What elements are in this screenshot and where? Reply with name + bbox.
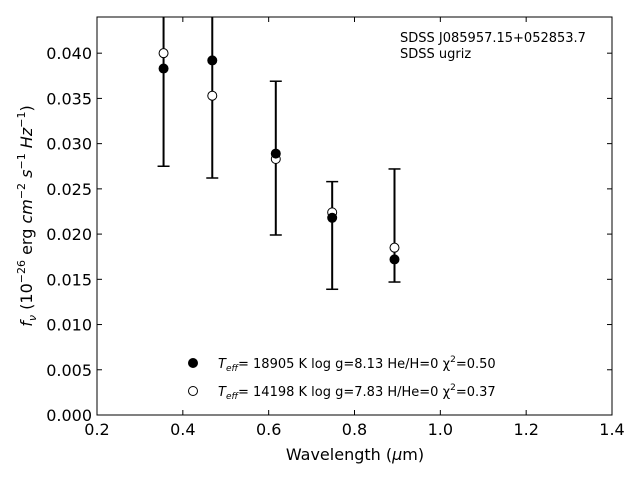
data-point-filled — [207, 55, 218, 66]
data-point-filled — [270, 148, 281, 159]
y-tick-label: 0.025 — [46, 180, 92, 199]
y-tick-label: 0.030 — [46, 135, 92, 154]
x-tick-label: 1.0 — [428, 420, 453, 439]
data-point-open — [389, 242, 400, 253]
data-point-filled — [389, 254, 400, 265]
legend-label-series-2: Teff= 14198 K log g=7.83 H/He=0 χ2=0.37 — [218, 383, 496, 402]
markers-layer — [158, 48, 400, 265]
ticks-layer: 0.2 0.4 0.6 0.8 1.0 1.2 1.4 0.000 0.005 0.010 0.01… — [46, 17, 625, 439]
y-tick-label: 0.020 — [46, 225, 92, 244]
x-tick-label: 1.2 — [513, 420, 538, 439]
data-point-filled — [158, 63, 169, 74]
annotation-object-name: SDSS J085957.15+052853.7 — [400, 31, 586, 46]
x-tick-label: 0.8 — [342, 420, 367, 439]
y-tick-label: 0.005 — [46, 361, 92, 380]
legend-marker-filled — [188, 358, 198, 368]
data-point-open — [207, 90, 218, 101]
x-tick-label: 0.6 — [256, 420, 281, 439]
x-tick-label: 1.4 — [599, 420, 624, 439]
x-axis-label: Wavelength (μm) — [286, 445, 424, 464]
legend: Teff= 18905 K log g=8.13 He/H=0 χ2=0.50 … — [188, 355, 496, 402]
data-point-filled — [327, 212, 338, 223]
legend-label-series-1: Teff= 18905 K log g=8.13 He/H=0 χ2=0.50 — [218, 355, 496, 374]
y-tick-label: 0.035 — [46, 89, 92, 108]
x-tick-label: 0.2 — [84, 420, 109, 439]
annotation-photometry: SDSS ugriz — [400, 47, 471, 62]
y-tick-label: 0.000 — [46, 406, 92, 425]
plot-frame — [96, 16, 613, 416]
y-axis-label: fν (10−26 erg cm−2 s−1 Hz−1) — [15, 105, 39, 326]
legend-marker-open — [188, 386, 198, 396]
x-tick-label: 0.4 — [170, 420, 195, 439]
data-point-open — [158, 48, 169, 59]
y-tick-label: 0.015 — [46, 270, 92, 289]
y-tick-label: 0.010 — [46, 316, 92, 335]
y-tick-label: 0.040 — [46, 44, 92, 63]
